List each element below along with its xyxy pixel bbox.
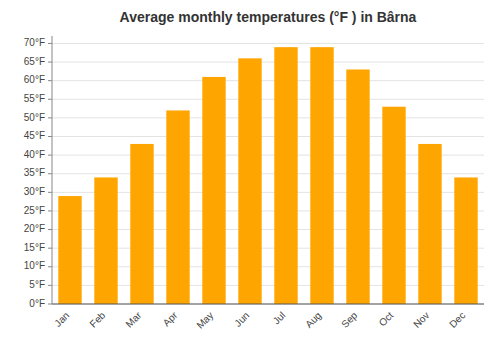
bars <box>58 47 477 304</box>
x-tick-label: Mar <box>123 309 143 329</box>
bar <box>166 110 189 304</box>
x-tick-label: Aug <box>303 310 323 330</box>
y-tick-label: 10°F <box>24 260 45 271</box>
y-tick-label: 60°F <box>24 74 45 85</box>
y-tick <box>48 155 52 156</box>
grid-line <box>52 80 484 81</box>
y-axis: 0°F 5°F 10°F 15°F 20°F 25°F 30°F 35°F 40°F 45°F 50… <box>24 36 52 309</box>
chart-title: Average monthly temperatures (°F ) in Bâ… <box>120 9 417 25</box>
y-tick-label: 55°F <box>24 93 45 104</box>
chart-container: Average monthly temperatures (°F ) in Bâ… <box>0 0 500 350</box>
x-tick-label: Nov <box>411 310 431 330</box>
y-tick-label: 0°F <box>29 298 45 309</box>
chart-svg: Average monthly temperatures (°F ) in Bâ… <box>0 0 500 350</box>
y-tick-label: 35°F <box>24 167 45 178</box>
x-tick-label: Apr <box>161 309 180 328</box>
y-tick <box>48 248 52 249</box>
y-tick <box>48 229 52 230</box>
y-tick <box>48 136 52 137</box>
y-tick <box>48 304 52 305</box>
x-axis-line <box>52 304 484 305</box>
bar <box>382 107 405 304</box>
x-tick-label: Jul <box>271 310 288 327</box>
bar <box>418 144 441 304</box>
y-tick <box>48 210 52 211</box>
bar <box>58 196 81 304</box>
y-tick <box>48 99 52 100</box>
x-tick-label: Sep <box>339 309 360 330</box>
y-tick <box>48 62 52 63</box>
grid-line <box>52 117 484 118</box>
y-tick-label: 40°F <box>24 149 45 160</box>
grid-line <box>52 99 484 100</box>
bar <box>202 77 225 304</box>
y-tick <box>48 266 52 267</box>
y-tick-label: 25°F <box>24 205 45 216</box>
y-axis-line <box>52 36 53 304</box>
grid-line <box>52 304 484 305</box>
grid-line <box>52 62 484 63</box>
bar <box>238 58 261 304</box>
y-tick-label: 15°F <box>24 242 45 253</box>
y-tick <box>48 173 52 174</box>
grid-line <box>52 43 484 44</box>
bar <box>454 177 477 304</box>
grid <box>52 43 484 304</box>
y-tick <box>48 192 52 193</box>
y-tick-label: 65°F <box>24 56 45 67</box>
y-tick <box>48 80 52 81</box>
y-tick-label: 70°F <box>24 37 45 48</box>
x-tick-label: Dec <box>447 310 467 330</box>
bar <box>310 47 333 304</box>
x-tick-label: Feb <box>87 309 107 329</box>
y-tick <box>48 117 52 118</box>
bar <box>274 47 297 304</box>
bar <box>94 177 117 304</box>
y-tick <box>48 43 52 44</box>
x-axis: Jan Feb Mar Apr May Jun Jul Aug Sep Oct Nov Dec <box>52 304 484 331</box>
y-tick-label: 5°F <box>29 279 45 290</box>
y-tick-label: 50°F <box>24 112 45 123</box>
y-tick-label: 30°F <box>24 186 45 197</box>
bar <box>130 144 153 304</box>
bar <box>346 70 369 305</box>
grid-line <box>52 136 484 137</box>
y-tick-label: 45°F <box>24 130 45 141</box>
x-tick-label: Jan <box>52 310 71 329</box>
y-tick-label: 20°F <box>24 223 45 234</box>
x-tick-label: May <box>194 310 215 331</box>
x-tick-label: Jun <box>232 310 251 329</box>
x-tick-label: Oct <box>377 309 396 328</box>
y-tick <box>48 285 52 286</box>
